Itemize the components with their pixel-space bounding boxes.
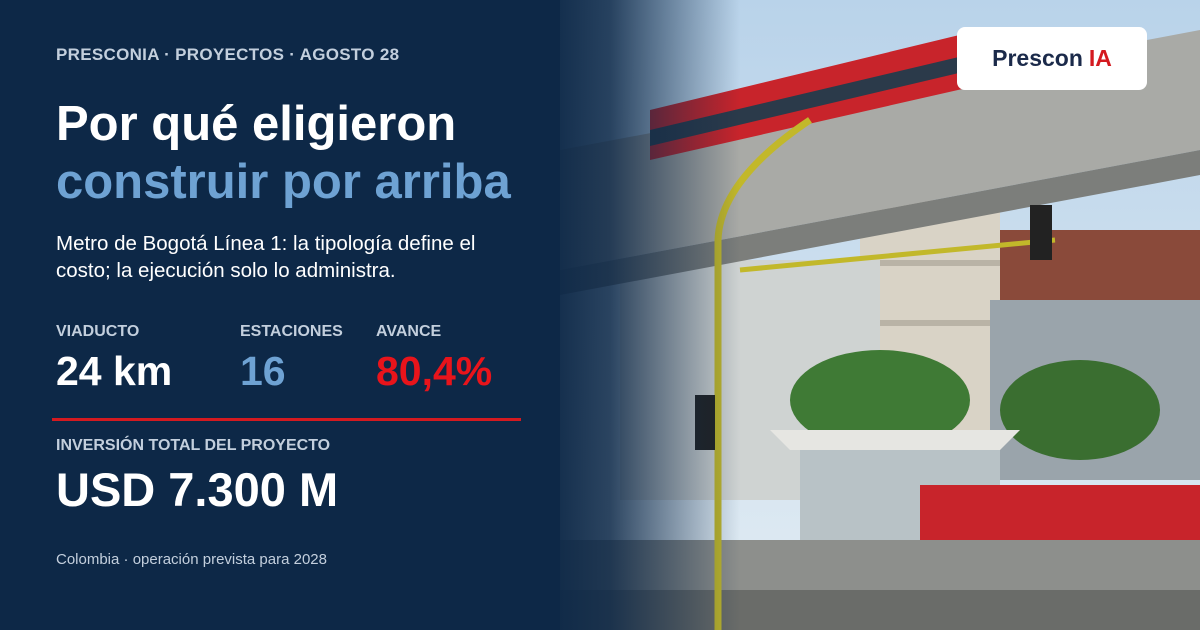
- title: Por qué eligieron: [56, 97, 457, 151]
- investment-value: USD 7.300 M: [56, 463, 339, 516]
- footer: Colombia · operación prevista para 2028: [56, 551, 327, 568]
- kicker: PRESCONIA · PROYECTOS · AGOSTO 28: [56, 45, 400, 64]
- divider: [52, 418, 521, 421]
- stat-label: AVANCE: [376, 323, 442, 340]
- subtitle: Metro de Bogotá Línea 1: la tipología de…: [56, 232, 476, 282]
- logo-name: Prescon: [992, 45, 1083, 71]
- investment-label: INVERSIÓN TOTAL DEL PROYECTO: [56, 437, 331, 454]
- photo-fade: [540, 0, 740, 630]
- stat-label: ESTACIONES: [240, 323, 343, 340]
- stat-label: VIADUCTO: [56, 323, 140, 340]
- logo: Prescon IA: [957, 27, 1147, 90]
- stat-value: 24 km: [56, 348, 173, 394]
- stat-value: 16: [240, 348, 286, 394]
- logo-accent: IA: [1088, 45, 1112, 71]
- title-accent: construir por arriba: [56, 155, 511, 209]
- stat-value: 80,4%: [376, 348, 493, 394]
